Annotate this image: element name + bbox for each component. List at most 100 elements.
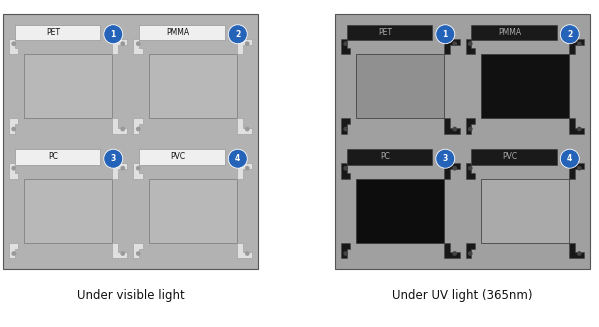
Text: 2: 2 — [567, 30, 573, 39]
Text: Under visible light: Under visible light — [77, 288, 184, 301]
Circle shape — [245, 166, 250, 171]
Bar — [3, 14, 258, 269]
Polygon shape — [341, 164, 350, 179]
Bar — [140, 25, 225, 40]
Polygon shape — [568, 243, 584, 258]
Circle shape — [245, 251, 250, 256]
Circle shape — [436, 149, 455, 168]
Circle shape — [560, 25, 579, 44]
Polygon shape — [341, 118, 350, 134]
Text: 1: 1 — [443, 30, 448, 39]
Circle shape — [120, 41, 125, 46]
Polygon shape — [134, 243, 143, 258]
Polygon shape — [444, 243, 459, 258]
Polygon shape — [465, 118, 475, 134]
Circle shape — [136, 251, 141, 256]
Polygon shape — [568, 118, 584, 134]
Circle shape — [245, 127, 250, 131]
Circle shape — [452, 166, 457, 171]
Polygon shape — [237, 164, 252, 179]
Polygon shape — [444, 118, 459, 134]
Polygon shape — [237, 118, 252, 134]
Circle shape — [577, 41, 582, 46]
Polygon shape — [134, 164, 143, 179]
Polygon shape — [134, 39, 143, 54]
Text: 2: 2 — [235, 30, 240, 39]
Text: PVC: PVC — [502, 152, 518, 162]
Circle shape — [136, 166, 141, 171]
Bar — [356, 54, 444, 118]
Circle shape — [228, 149, 247, 168]
Circle shape — [436, 25, 455, 44]
Bar — [149, 54, 237, 118]
Text: PET: PET — [46, 28, 60, 37]
Circle shape — [343, 127, 348, 131]
Bar — [15, 149, 100, 165]
Circle shape — [11, 166, 16, 171]
Text: PC: PC — [49, 152, 58, 162]
Text: Under UV light (365nm): Under UV light (365nm) — [392, 288, 533, 301]
Text: 3: 3 — [111, 154, 116, 163]
Circle shape — [11, 251, 16, 256]
Bar — [25, 179, 112, 243]
Bar — [471, 149, 556, 165]
Text: 3: 3 — [443, 154, 448, 163]
Polygon shape — [112, 39, 128, 54]
Bar — [471, 25, 556, 40]
Circle shape — [343, 251, 348, 256]
Bar — [149, 179, 237, 243]
Polygon shape — [341, 243, 350, 258]
Circle shape — [120, 251, 125, 256]
Circle shape — [560, 149, 579, 168]
Polygon shape — [9, 39, 19, 54]
Polygon shape — [134, 118, 143, 134]
Text: PET: PET — [379, 28, 392, 37]
Circle shape — [577, 251, 582, 256]
Polygon shape — [112, 164, 128, 179]
Bar — [347, 149, 432, 165]
Polygon shape — [568, 39, 584, 54]
Circle shape — [577, 127, 582, 131]
Circle shape — [11, 41, 16, 46]
Text: 1: 1 — [111, 30, 116, 39]
Bar — [140, 149, 225, 165]
Polygon shape — [465, 39, 475, 54]
Circle shape — [136, 41, 141, 46]
Text: PMMA: PMMA — [498, 28, 521, 37]
Polygon shape — [9, 118, 19, 134]
Text: PC: PC — [380, 152, 391, 162]
Circle shape — [468, 127, 473, 131]
Polygon shape — [9, 164, 19, 179]
Polygon shape — [465, 164, 475, 179]
Bar — [481, 54, 568, 118]
Circle shape — [452, 41, 457, 46]
Text: PVC: PVC — [170, 152, 185, 162]
Circle shape — [343, 166, 348, 171]
Polygon shape — [237, 243, 252, 258]
Polygon shape — [112, 243, 128, 258]
Circle shape — [468, 41, 473, 46]
Circle shape — [468, 251, 473, 256]
Text: 4: 4 — [567, 154, 573, 163]
Bar — [481, 179, 568, 243]
Polygon shape — [112, 118, 128, 134]
Circle shape — [577, 166, 582, 171]
Polygon shape — [9, 243, 19, 258]
Circle shape — [136, 127, 141, 131]
Circle shape — [245, 41, 250, 46]
Text: 4: 4 — [235, 154, 240, 163]
Polygon shape — [444, 39, 459, 54]
Polygon shape — [465, 243, 475, 258]
Polygon shape — [341, 39, 350, 54]
Circle shape — [120, 127, 125, 131]
Circle shape — [452, 251, 457, 256]
Bar — [347, 25, 432, 40]
Text: PMMA: PMMA — [167, 28, 189, 37]
Polygon shape — [444, 164, 459, 179]
Bar — [15, 25, 100, 40]
Circle shape — [452, 127, 457, 131]
Circle shape — [228, 25, 247, 44]
Circle shape — [343, 41, 348, 46]
Circle shape — [468, 166, 473, 171]
Circle shape — [104, 149, 123, 168]
